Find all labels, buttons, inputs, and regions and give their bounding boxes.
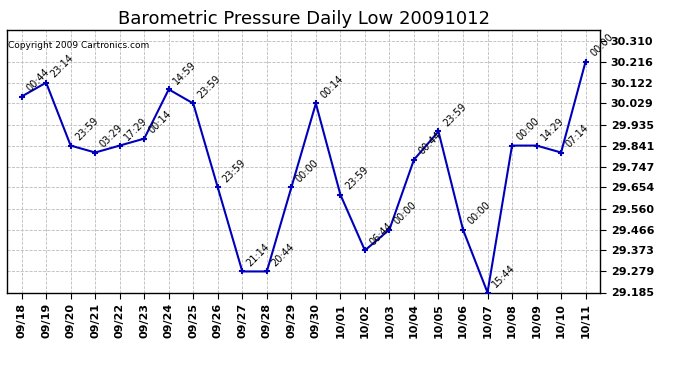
Text: 23:59: 23:59 — [196, 74, 223, 100]
Text: 00:14: 00:14 — [147, 109, 174, 136]
Text: 00:00: 00:00 — [392, 200, 419, 227]
Text: 23:59: 23:59 — [73, 116, 100, 143]
Text: 23:59: 23:59 — [221, 158, 248, 184]
Text: Copyright 2009 Cartronics.com: Copyright 2009 Cartronics.com — [8, 40, 149, 50]
Text: 23:59: 23:59 — [343, 165, 370, 192]
Text: 23:59: 23:59 — [441, 102, 468, 129]
Text: 00:44: 00:44 — [417, 130, 444, 157]
Text: 14:29: 14:29 — [540, 116, 566, 143]
Text: 00:00: 00:00 — [589, 32, 615, 59]
Text: 00:00: 00:00 — [294, 158, 321, 184]
Text: 03:29: 03:29 — [98, 123, 125, 150]
Text: 00:00: 00:00 — [515, 116, 542, 143]
Text: 14:59: 14:59 — [172, 60, 198, 87]
Text: 07:14: 07:14 — [564, 123, 591, 150]
Text: 15:44: 15:44 — [491, 263, 517, 290]
Text: 23:14: 23:14 — [49, 53, 76, 80]
Text: 00:00: 00:00 — [466, 200, 493, 227]
Title: Barometric Pressure Daily Low 20091012: Barometric Pressure Daily Low 20091012 — [117, 10, 490, 28]
Text: 06:44: 06:44 — [368, 221, 395, 248]
Text: 21:14: 21:14 — [245, 242, 272, 268]
Text: 00:44: 00:44 — [24, 67, 51, 94]
Text: 20:44: 20:44 — [270, 242, 297, 268]
Text: 17:29: 17:29 — [122, 116, 149, 143]
Text: 00:14: 00:14 — [319, 74, 345, 100]
